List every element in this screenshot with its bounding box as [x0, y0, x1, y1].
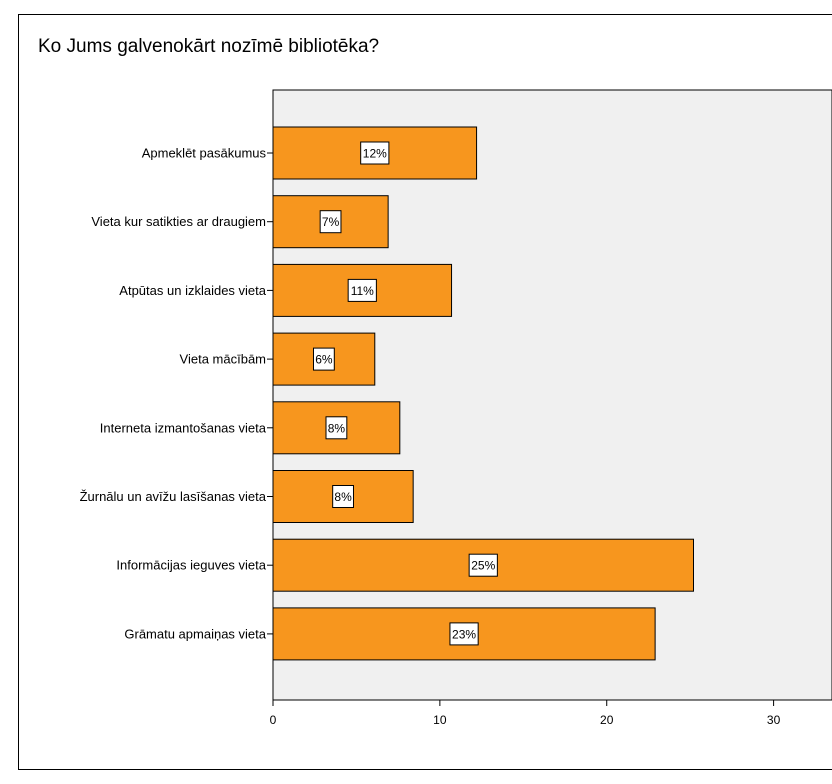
- data-label: 8%: [334, 490, 352, 504]
- category-label: Vieta kur satikties ar draugiem: [91, 214, 266, 229]
- category-label: Interneta izmantošanas vieta: [100, 420, 267, 435]
- data-label-box: [312, 347, 335, 371]
- data-label: 11%: [351, 284, 374, 298]
- data-label-box: [325, 416, 348, 440]
- data-label: 8%: [328, 421, 346, 435]
- data-label: 25%: [471, 559, 495, 573]
- x-tick-label: 0: [270, 713, 277, 727]
- data-label-box: [468, 553, 498, 577]
- category-label: Žurnālu un avīžu lasīšanas vieta: [80, 489, 267, 504]
- category-label: Grāmatu apmaiņas vieta: [124, 626, 266, 641]
- data-label-box: [449, 622, 479, 646]
- x-tick-label: 30: [767, 713, 781, 727]
- data-label: 7%: [322, 215, 340, 229]
- data-label-box: [347, 278, 377, 302]
- bar: [272, 470, 414, 523]
- data-label: 12%: [363, 147, 387, 161]
- x-tick-label: 20: [600, 713, 614, 727]
- category-label: Informācijas ieguves vieta: [116, 558, 266, 573]
- category-label: Vieta mācībām: [180, 352, 266, 367]
- data-label: 23%: [452, 627, 476, 641]
- data-label-box: [332, 485, 354, 508]
- plot-area: [272, 89, 832, 701]
- category-label: Apmeklēt pasākumus: [142, 146, 267, 161]
- chart-title: Ko Jums galvenokārt nozīmē bibliotēka?: [38, 36, 380, 57]
- category-label: Atpūtas un izklaides vieta: [119, 283, 266, 298]
- data-label-box: [360, 141, 390, 165]
- x-tick-label: 10: [433, 713, 447, 727]
- data-label: 6%: [315, 353, 333, 367]
- data-label-box: [319, 210, 342, 234]
